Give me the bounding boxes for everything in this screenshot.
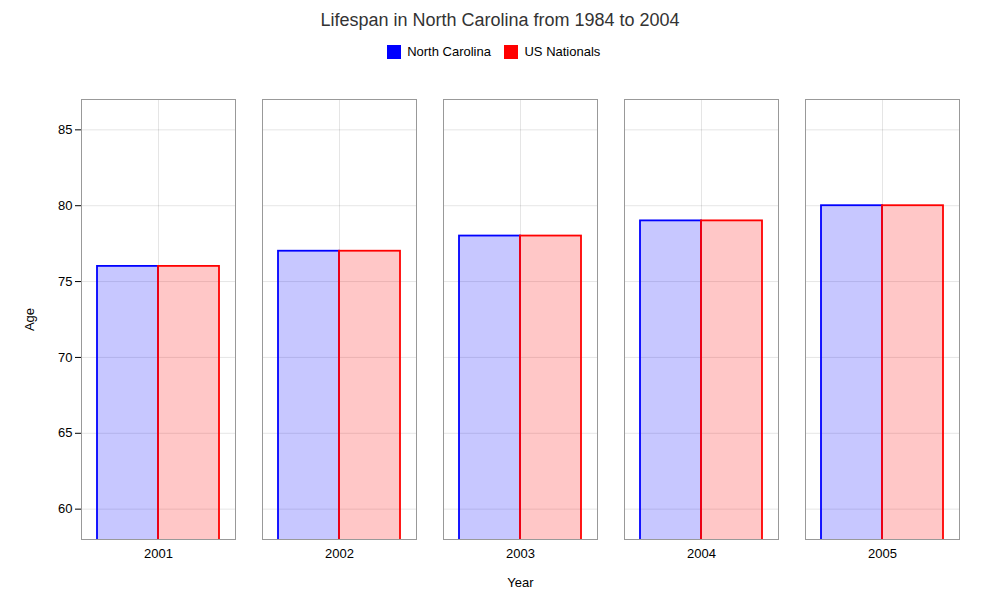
svg-text:2002: 2002 (325, 545, 354, 560)
svg-text:2003: 2003 (506, 545, 535, 560)
svg-text:75: 75 (58, 273, 72, 288)
svg-text:2001: 2001 (144, 545, 173, 560)
svg-text:80: 80 (58, 197, 72, 212)
svg-text:Year: Year (507, 574, 534, 589)
svg-text:60: 60 (58, 501, 72, 516)
svg-text:Age: Age (22, 307, 37, 330)
html-text:US Nationals: US Nationals (524, 44, 601, 59)
html-text:North Carolina: North Carolina (407, 44, 491, 59)
svg-text:85: 85 (58, 122, 72, 137)
svg-text:65: 65 (58, 425, 72, 440)
html-text:Lifespan in North Carolina fro: Lifespan in North Carolina from 1984 to … (320, 10, 680, 30)
svg-text:2005: 2005 (868, 545, 897, 560)
svg-text:2004: 2004 (687, 545, 716, 560)
svg-text:70: 70 (58, 349, 72, 364)
